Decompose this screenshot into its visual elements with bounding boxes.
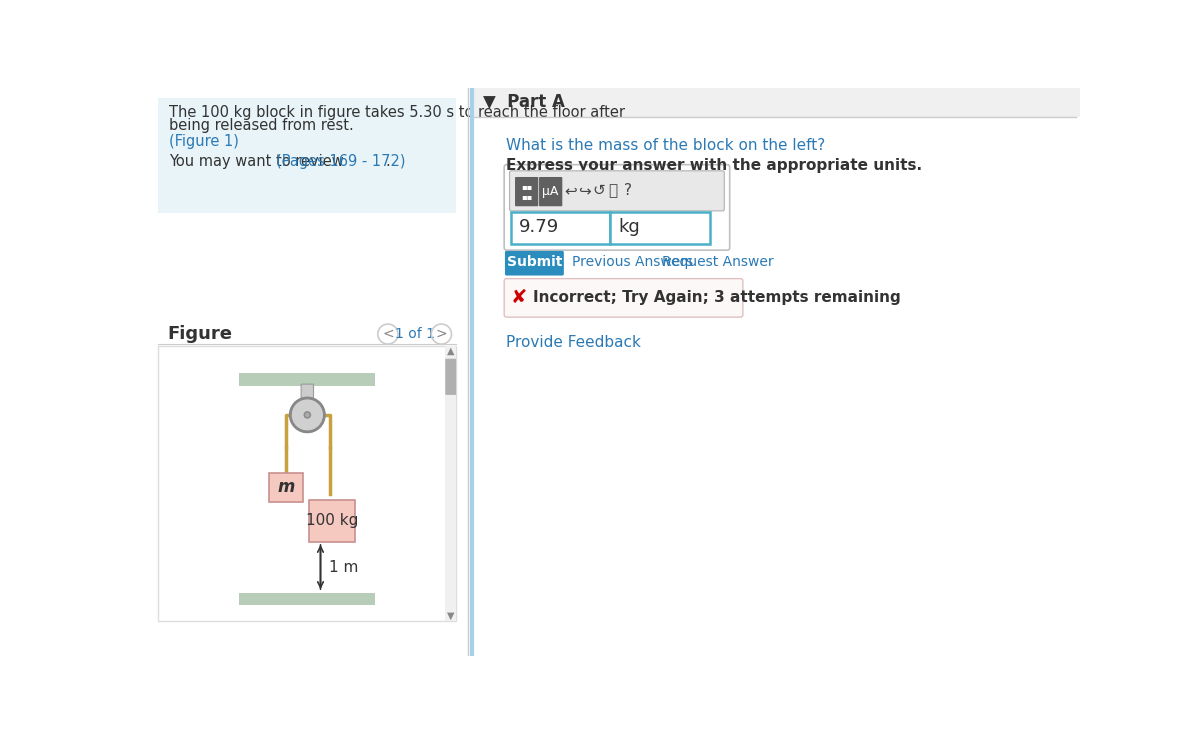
Text: Figure: Figure [167, 325, 232, 343]
Text: ▪▪
▪▪: ▪▪ ▪▪ [521, 182, 533, 201]
Circle shape [305, 412, 311, 418]
FancyBboxPatch shape [472, 88, 1080, 117]
Text: ↺: ↺ [593, 184, 605, 198]
FancyBboxPatch shape [239, 373, 374, 386]
Text: (Pages 169 - 172): (Pages 169 - 172) [276, 154, 406, 169]
Text: ✘: ✘ [511, 287, 527, 307]
Text: ⎕: ⎕ [608, 184, 617, 198]
FancyBboxPatch shape [504, 164, 730, 250]
Text: 9.79: 9.79 [518, 218, 559, 236]
Text: What is the mass of the block on the left?: What is the mass of the block on the lef… [506, 139, 826, 153]
Text: ▼: ▼ [446, 611, 455, 621]
FancyBboxPatch shape [308, 500, 355, 542]
Text: .: . [385, 154, 390, 169]
Text: m: m [277, 478, 295, 496]
Text: ?: ? [624, 184, 632, 198]
Text: Submit: Submit [506, 256, 562, 270]
FancyBboxPatch shape [445, 359, 456, 395]
Text: ▲: ▲ [446, 346, 455, 356]
FancyBboxPatch shape [504, 279, 743, 317]
Text: (Figure 1): (Figure 1) [169, 134, 239, 149]
Text: <: < [382, 327, 394, 341]
Text: 1 m: 1 m [329, 560, 359, 575]
FancyBboxPatch shape [515, 177, 539, 206]
FancyBboxPatch shape [239, 593, 374, 605]
Text: ↩: ↩ [564, 184, 577, 198]
Text: The 100 kg block in figure takes 5.30 s to reach the floor after: The 100 kg block in figure takes 5.30 s … [169, 105, 625, 120]
Text: >: > [436, 327, 448, 341]
Text: ↪: ↪ [578, 184, 592, 198]
Circle shape [290, 398, 324, 432]
Text: 1 of 1: 1 of 1 [395, 327, 436, 341]
FancyBboxPatch shape [539, 177, 563, 206]
FancyBboxPatch shape [505, 251, 564, 276]
Text: Request Answer: Request Answer [661, 256, 773, 270]
FancyBboxPatch shape [445, 346, 456, 621]
Text: You may want to review: You may want to review [169, 154, 349, 169]
Text: ▼  Part A: ▼ Part A [484, 93, 565, 111]
FancyBboxPatch shape [611, 212, 709, 244]
FancyBboxPatch shape [510, 171, 725, 211]
FancyBboxPatch shape [269, 472, 304, 502]
Text: Incorrect; Try Again; 3 attempts remaining: Incorrect; Try Again; 3 attempts remaini… [533, 290, 900, 304]
Text: being released from rest.: being released from rest. [169, 119, 354, 133]
Text: Provide Feedback: Provide Feedback [506, 335, 641, 350]
Text: Express your answer with the appropriate units.: Express your answer with the appropriate… [506, 158, 923, 172]
Text: μA: μA [542, 185, 559, 198]
FancyBboxPatch shape [301, 384, 313, 404]
Text: kg: kg [618, 218, 640, 236]
FancyBboxPatch shape [511, 212, 611, 244]
Text: 100 kg: 100 kg [306, 513, 359, 528]
FancyBboxPatch shape [157, 98, 456, 213]
FancyBboxPatch shape [157, 346, 456, 621]
Text: Previous Answers: Previous Answers [572, 256, 694, 270]
